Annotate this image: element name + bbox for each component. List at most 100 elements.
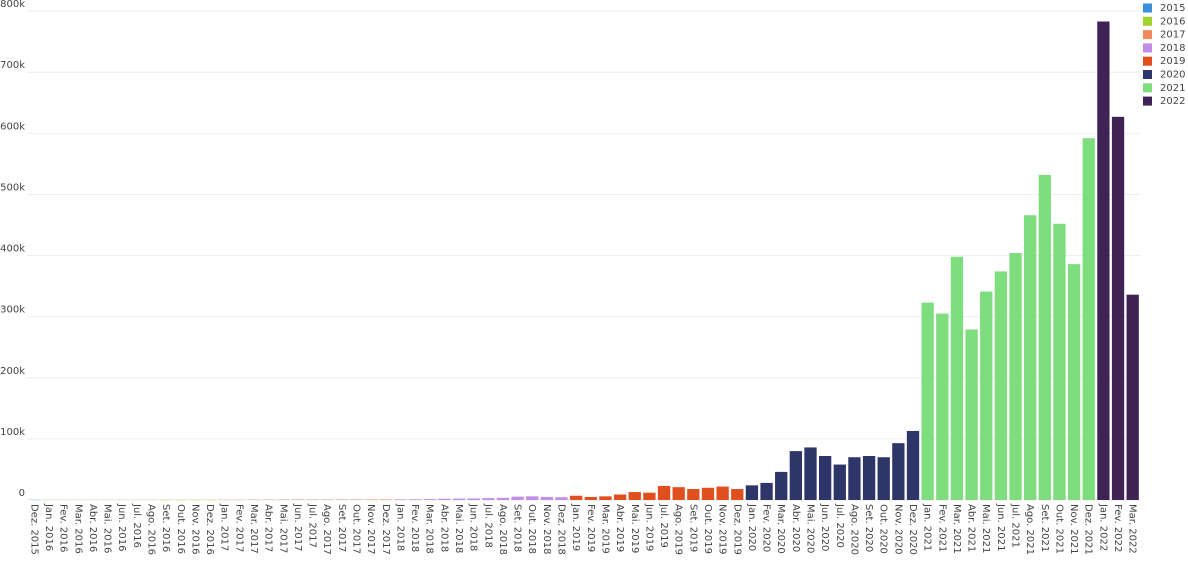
x-tick-label: Set. 2017	[336, 504, 347, 552]
bar	[438, 499, 450, 500]
x-tick-label: Fev. 2016	[58, 504, 69, 552]
legend-swatch	[1143, 43, 1152, 52]
bar	[526, 496, 538, 500]
x-tick-label: Jan. 2021	[922, 503, 933, 551]
x-tick-label: Fev. 2021	[936, 504, 947, 552]
x-tick-label: Dez. 2019	[731, 504, 742, 555]
bar	[790, 451, 802, 500]
bar	[1097, 22, 1109, 501]
legend-label: 2019	[1160, 56, 1185, 67]
x-tick-label: Dez. 2017	[380, 504, 391, 555]
bar	[878, 457, 890, 500]
x-tick-label: Abr. 2019	[614, 504, 625, 552]
bar	[570, 496, 582, 500]
x-tick-label: Mai. 2016	[102, 504, 113, 553]
bar	[1112, 117, 1124, 500]
y-tick-label: 700k	[0, 60, 25, 71]
x-tick-label: Dez. 2021	[1083, 504, 1094, 555]
x-tick-label: Jan. 2020	[746, 503, 757, 551]
bar	[965, 330, 977, 501]
x-tick-label: Mai. 2018	[453, 504, 464, 553]
x-tick-label: Mai. 2019	[629, 504, 640, 553]
x-tick-label: Nov. 2020	[892, 504, 903, 555]
bar	[819, 456, 831, 500]
bar	[599, 496, 611, 500]
x-tick-label: Mai. 2017	[277, 504, 288, 553]
bar	[951, 257, 963, 500]
x-tick-label: Fev. 2022	[1112, 504, 1123, 552]
x-tick-label: Fev. 2017	[233, 504, 244, 552]
legend-label: 2020	[1160, 70, 1185, 81]
bar	[804, 447, 816, 500]
bar	[365, 499, 377, 500]
bar	[1009, 253, 1021, 500]
x-tick-label: Jul. 2021	[1010, 503, 1021, 548]
bar	[658, 486, 670, 500]
x-tick-label: Nov. 2019	[717, 504, 728, 555]
x-tick-label: Set. 2020	[863, 504, 874, 552]
x-tick-label: Ago. 2021	[1024, 504, 1035, 555]
x-tick-label: Nov. 2018	[541, 504, 552, 555]
x-tick-label: Mar. 2018	[424, 504, 435, 554]
bar	[702, 488, 714, 500]
y-tick-label: 100k	[0, 427, 25, 438]
bar	[980, 292, 992, 500]
bar	[1053, 224, 1065, 500]
x-tick-label: Set. 2018	[512, 504, 523, 552]
x-tick-label: Ago. 2019	[673, 504, 684, 555]
x-tick-label: Ago. 2020	[848, 504, 859, 555]
x-tick-label: Jan. 2022	[1097, 503, 1108, 551]
x-tick-label: Ago. 2016	[145, 504, 156, 555]
x-tick-label: Jun. 2021	[995, 503, 1006, 551]
legend-label: 2021	[1160, 83, 1185, 94]
x-tick-label: Jul. 2016	[131, 503, 142, 548]
x-tick-label: Out. 2019	[702, 504, 713, 554]
bar	[731, 489, 743, 500]
bar	[1068, 264, 1080, 500]
x-tick-label: Jan. 2018	[394, 503, 405, 551]
bar	[541, 497, 553, 500]
x-tick-label: Dez. 2016	[204, 504, 215, 555]
bar	[585, 497, 597, 500]
x-tick-label: Out. 2018	[526, 504, 537, 554]
legend-swatch	[1143, 97, 1152, 106]
legend-swatch	[1143, 30, 1152, 39]
x-tick-label: Jun. 2018	[468, 503, 479, 551]
bar	[922, 303, 934, 500]
x-tick-label: Nov. 2017	[365, 504, 376, 555]
x-tick-label: Dez. 2020	[907, 504, 918, 555]
legend-label: 2022	[1160, 96, 1185, 107]
x-tick-label: Fev. 2018	[409, 504, 420, 552]
x-tick-label: Mar. 2019	[599, 504, 610, 554]
bar	[863, 456, 875, 500]
bar	[716, 487, 728, 500]
x-tick-label: Jan. 2016	[43, 503, 54, 551]
x-tick-label: Jan. 2019	[570, 503, 581, 551]
y-tick-label: 200k	[0, 366, 25, 377]
x-tick-label: Jun. 2019	[643, 503, 654, 551]
x-tick-label: Out. 2020	[878, 504, 889, 554]
x-tick-label: Out. 2021	[1053, 504, 1064, 554]
x-tick-label: Abr. 2020	[790, 504, 801, 552]
bar	[482, 498, 494, 500]
bar	[409, 499, 421, 500]
bar	[555, 497, 567, 500]
legend-swatch	[1143, 70, 1152, 79]
bar	[936, 314, 948, 500]
x-tick-label: Nov. 2021	[1068, 504, 1079, 555]
y-tick-label: 600k	[0, 121, 25, 132]
legend-swatch	[1143, 17, 1152, 26]
x-tick-label: Ago. 2017	[321, 504, 332, 555]
legend-label: 2015	[1160, 3, 1185, 14]
bar	[629, 492, 641, 500]
x-tick-label: Fev. 2019	[585, 504, 596, 552]
x-tick-label: Mar. 2020	[775, 504, 786, 554]
x-tick-label: Jul. 2020	[834, 503, 845, 548]
bar	[643, 493, 655, 500]
x-tick-label: Mar. 2022	[1127, 504, 1138, 554]
x-tick-label: Ago. 2018	[497, 504, 508, 555]
x-tick-label: Mar. 2021	[951, 504, 962, 554]
x-tick-label: Abr. 2018	[438, 504, 449, 552]
bar	[1083, 138, 1095, 500]
x-tick-label: Jun. 2017	[292, 503, 303, 551]
